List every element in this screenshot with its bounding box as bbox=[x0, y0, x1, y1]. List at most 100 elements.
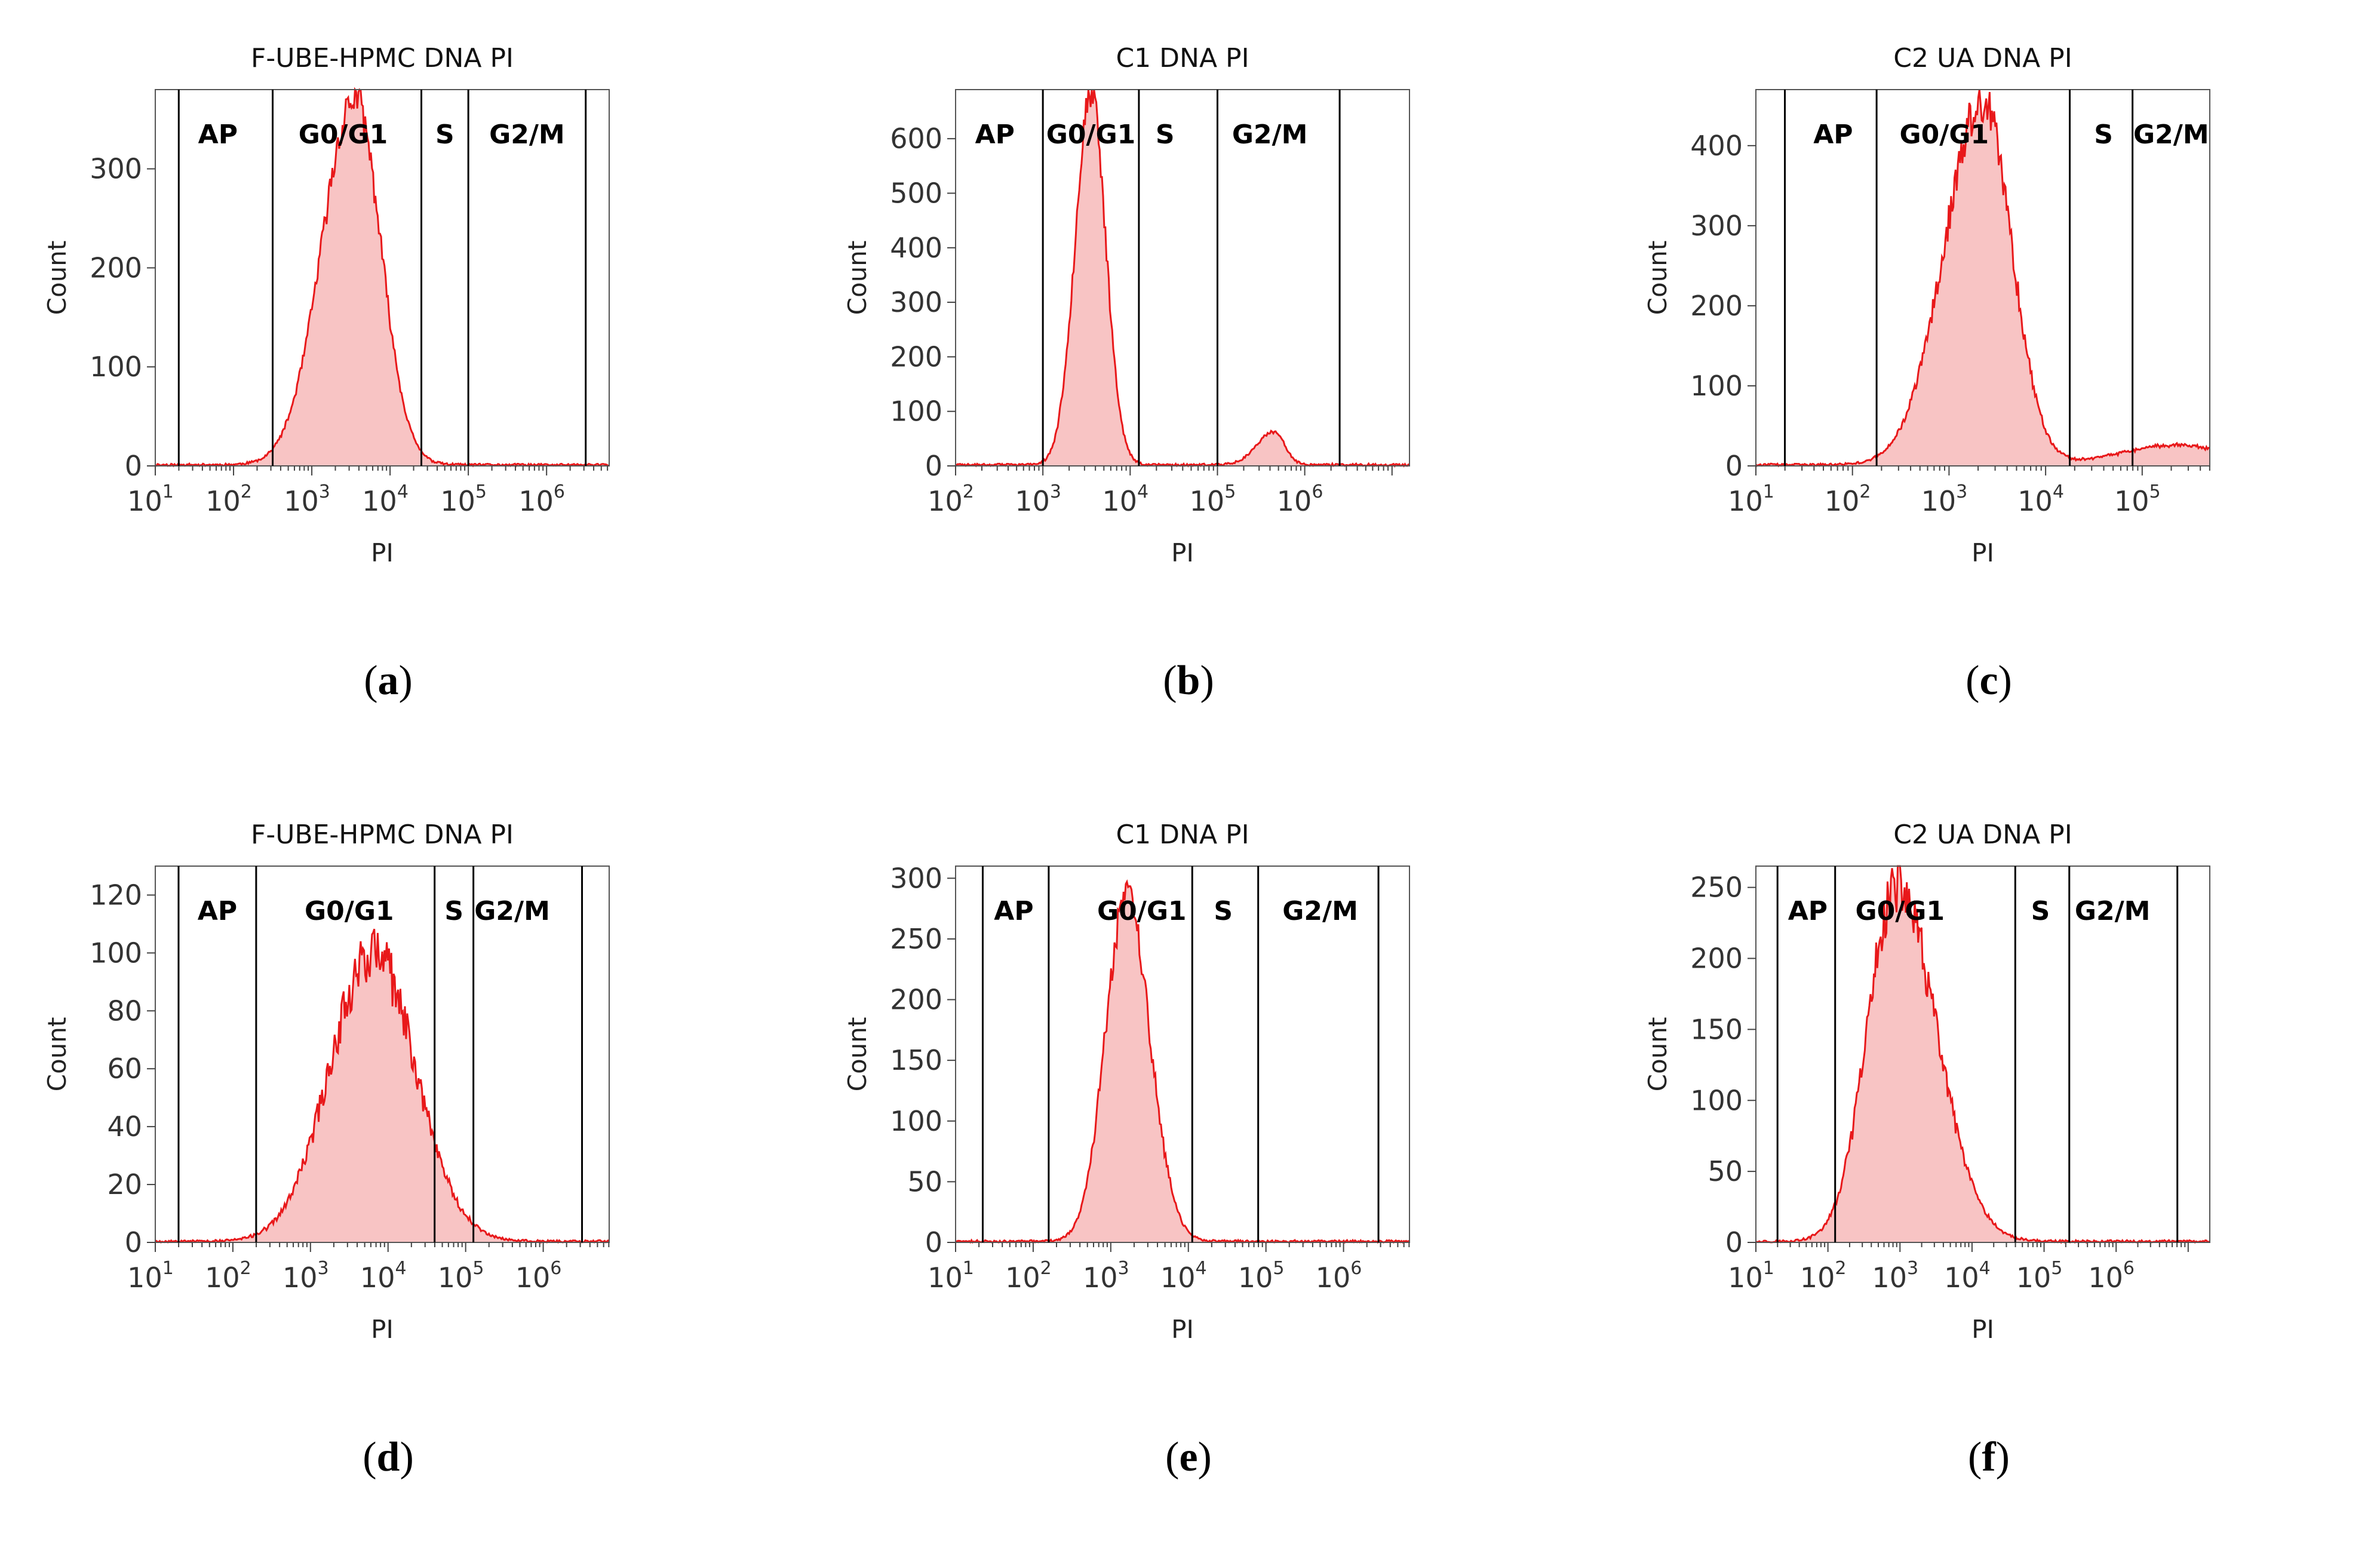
y-tick-label-d-1: 20 bbox=[107, 1168, 142, 1201]
histogram-chart-c: C2 UA DNA PI AP G0/G1 S G2/M 0 100 200 300 400 101… bbox=[1643, 43, 2210, 567]
chart-title-f: C2 UA DNA PI bbox=[1893, 820, 2072, 850]
x-tick-label-c-2: 103 bbox=[1921, 481, 1968, 517]
y-tick-label-a-2: 200 bbox=[90, 251, 142, 284]
x-tick-label-e-1: 102 bbox=[1005, 1258, 1052, 1294]
x-tick-label-d-4: 105 bbox=[438, 1258, 484, 1294]
histogram-fill-d bbox=[155, 929, 609, 1242]
gate-label-e-3: G2/M bbox=[1282, 896, 1358, 926]
x-tick-label-b-3: 105 bbox=[1190, 481, 1236, 517]
gate-label-a-2: S bbox=[435, 119, 454, 150]
y-tick-label-d-4: 80 bbox=[107, 995, 142, 1027]
x-tick-label-d-5: 106 bbox=[515, 1258, 562, 1294]
x-tick-label-b-2: 104 bbox=[1102, 481, 1148, 517]
y-tick-label-b-5: 500 bbox=[890, 177, 942, 209]
panel-c: C2 UA DNA PI AP G0/G1 S G2/M 0 100 200 300 400 101… bbox=[1607, 24, 2371, 729]
x-tick-label-e-2: 103 bbox=[1083, 1258, 1129, 1294]
histogram-outline-e bbox=[955, 879, 1410, 1244]
y-tick-label-c-2: 200 bbox=[1690, 290, 1743, 322]
histogram-outline-b bbox=[955, 89, 1410, 468]
gate-label-b-2: S bbox=[1156, 119, 1175, 150]
gate-label-a-0: AP bbox=[198, 119, 238, 150]
x-tick-label-b-0: 102 bbox=[928, 481, 974, 517]
caption-f: (f) bbox=[1968, 1434, 2010, 1480]
gate-label-b-0: AP bbox=[975, 119, 1015, 150]
histogram-chart-a: F-UBE-HPMC DNA PI AP G0/G1 S G2/M 0 100 200 300 1… bbox=[42, 43, 610, 567]
y-tick-label-a-0: 0 bbox=[125, 450, 142, 482]
gate-label-d-3: G2/M bbox=[474, 896, 550, 926]
histogram-outline-d bbox=[154, 928, 610, 1244]
y-tick-label-a-1: 100 bbox=[90, 351, 142, 383]
y-axis-label-b: Count bbox=[843, 241, 872, 315]
histogram-outline-c bbox=[1755, 89, 2210, 468]
y-tick-label-b-4: 400 bbox=[890, 232, 942, 264]
plot-frame-e bbox=[955, 866, 1410, 1243]
x-tick-label-a-4: 105 bbox=[440, 481, 487, 517]
gate-label-f-3: G2/M bbox=[2075, 896, 2151, 926]
caption-a: (a) bbox=[364, 658, 413, 704]
y-tick-label-c-1: 100 bbox=[1690, 370, 1743, 402]
y-axis-label-e: Count bbox=[843, 1017, 872, 1092]
caption-e: (e) bbox=[1165, 1434, 1212, 1480]
panel-e: C1 DNA PI AP G0/G1 S G2/M 0 50 100 150 200 250 300 1… bbox=[806, 800, 1571, 1505]
gate-label-d-0: AP bbox=[198, 896, 237, 926]
x-tick-label-b-4: 106 bbox=[1277, 481, 1323, 517]
y-tick-label-f-0: 0 bbox=[1725, 1226, 1743, 1259]
histogram-fill-a bbox=[155, 90, 609, 466]
y-tick-label-e-6: 300 bbox=[890, 862, 942, 894]
x-tick-label-f-1: 102 bbox=[1800, 1258, 1847, 1294]
y-axis-label-c: Count bbox=[1643, 241, 1672, 315]
x-tick-label-e-0: 101 bbox=[928, 1258, 974, 1294]
y-tick-label-b-3: 300 bbox=[890, 286, 942, 318]
histogram-chart-b: C1 DNA PI AP G0/G1 S G2/M 0 100 200 300 400 500 600… bbox=[843, 43, 1410, 567]
x-tick-label-b-1: 103 bbox=[1015, 481, 1061, 517]
gate-label-d-1: G0/G1 bbox=[305, 896, 394, 926]
y-tick-label-b-1: 100 bbox=[890, 395, 942, 428]
x-tick-label-c-4: 105 bbox=[2114, 481, 2161, 517]
y-tick-label-d-0: 0 bbox=[125, 1226, 142, 1259]
chart-title-d: F-UBE-HPMC DNA PI bbox=[251, 820, 514, 850]
y-tick-label-e-0: 0 bbox=[925, 1226, 942, 1259]
x-axis-label-e: PI bbox=[1171, 1315, 1194, 1344]
gate-label-b-1: G0/G1 bbox=[1046, 119, 1136, 150]
x-tick-label-a-3: 104 bbox=[362, 481, 409, 517]
x-tick-label-f-0: 101 bbox=[1728, 1258, 1774, 1294]
caption-b: (b) bbox=[1163, 658, 1214, 704]
gate-label-f-0: AP bbox=[1788, 896, 1828, 926]
x-tick-label-f-5: 106 bbox=[2088, 1258, 2135, 1294]
panel-b: C1 DNA PI AP G0/G1 S G2/M 0 100 200 300 400 500 600… bbox=[806, 24, 1571, 729]
plot-frame-f bbox=[1755, 866, 2210, 1243]
x-tick-label-a-1: 102 bbox=[205, 481, 252, 517]
x-axis-label-a: PI bbox=[371, 538, 394, 567]
x-tick-label-a-5: 106 bbox=[518, 481, 565, 517]
gate-label-e-0: AP bbox=[994, 896, 1033, 926]
x-tick-label-c-0: 101 bbox=[1728, 481, 1774, 517]
x-tick-label-a-0: 101 bbox=[127, 481, 174, 517]
x-tick-label-f-2: 103 bbox=[1872, 1258, 1918, 1294]
gate-label-c-1: G0/G1 bbox=[1900, 119, 1989, 150]
y-tick-label-b-6: 600 bbox=[890, 122, 942, 155]
y-tick-label-b-0: 0 bbox=[925, 450, 942, 482]
x-tick-label-e-5: 106 bbox=[1316, 1258, 1362, 1294]
y-tick-label-f-4: 200 bbox=[1690, 943, 1743, 975]
y-tick-label-f-2: 100 bbox=[1690, 1084, 1743, 1116]
gate-label-a-1: G0/G1 bbox=[299, 119, 388, 150]
caption-c: (c) bbox=[1966, 658, 2012, 704]
y-tick-label-e-1: 50 bbox=[907, 1165, 942, 1198]
histogram-chart-d: F-UBE-HPMC DNA PI AP G0/G1 S G2/M 0 20 40 60 80 10… bbox=[42, 820, 610, 1344]
gate-label-e-1: G0/G1 bbox=[1097, 896, 1187, 926]
plot-frame-b bbox=[955, 89, 1410, 467]
gate-label-f-2: S bbox=[2031, 896, 2050, 926]
histogram-fill-b bbox=[956, 90, 1409, 466]
plot-frame-d bbox=[155, 866, 610, 1243]
y-axis-label-f: Count bbox=[1643, 1017, 1672, 1092]
y-tick-label-d-5: 100 bbox=[90, 937, 142, 969]
x-axis-label-b: PI bbox=[1171, 538, 1194, 567]
y-tick-label-f-3: 150 bbox=[1690, 1013, 1743, 1045]
x-tick-label-c-1: 102 bbox=[1825, 481, 1871, 517]
y-tick-label-b-2: 200 bbox=[890, 340, 942, 373]
histogram-fill-f bbox=[1756, 866, 2210, 1242]
x-tick-label-d-1: 102 bbox=[205, 1258, 251, 1294]
y-axis-label-a: Count bbox=[42, 241, 72, 315]
histogram-chart-e: C1 DNA PI AP G0/G1 S G2/M 0 50 100 150 200 250 300 1… bbox=[843, 820, 1410, 1344]
y-tick-label-e-5: 250 bbox=[890, 923, 942, 955]
